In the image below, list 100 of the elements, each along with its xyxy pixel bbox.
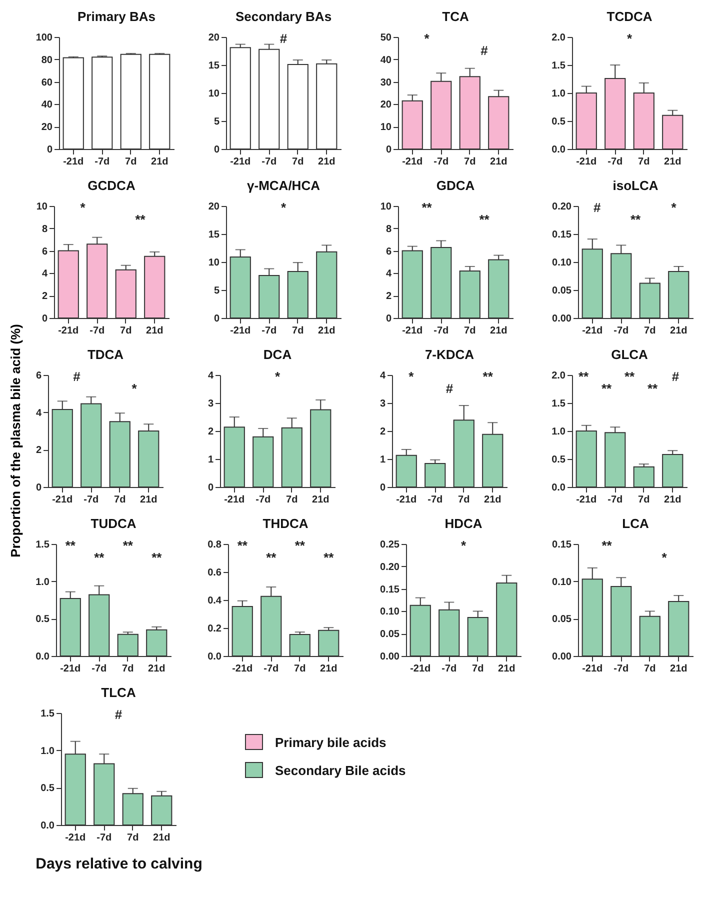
chart-title: GDCA: [436, 178, 476, 193]
x-tick-label: 7d: [472, 664, 484, 674]
y-tick-label: 2.0: [552, 32, 566, 44]
x-tick-label: -21d: [582, 664, 603, 674]
x-tick-label: 7d: [464, 326, 476, 336]
x-tick-label: -7d: [264, 664, 279, 674]
x-tick-label: -7d: [614, 664, 629, 674]
y-tick-label: 100: [36, 32, 53, 44]
annotation: **: [601, 381, 612, 396]
x-tick-label: -7d: [96, 832, 112, 844]
y-tick-label: 1: [208, 454, 214, 466]
y-tick-label: 1.0: [552, 88, 566, 100]
x-tick-label: 21d: [320, 664, 338, 674]
chart-title: TDCA: [87, 347, 124, 362]
x-tick-label: -7d: [608, 494, 623, 506]
chart-title: GLCA: [611, 347, 649, 362]
x-tick-label: 21d: [153, 832, 170, 844]
y-tick-label: 3: [208, 398, 214, 410]
x-tick-label: 21d: [148, 664, 166, 674]
x-tick-label: 7d: [638, 494, 650, 506]
y-tick-label: 20: [380, 100, 392, 111]
y-tick-label: 2: [208, 426, 214, 438]
y-tick-label: 20: [208, 202, 220, 212]
x-tick-label: 7d: [286, 494, 298, 506]
y-tick-label: 0: [386, 314, 392, 324]
y-tick-label: 0.0: [552, 144, 566, 156]
y-tick-label: 0: [42, 314, 48, 324]
y-tick-label: 6: [42, 246, 48, 258]
x-tick-label: -21d: [230, 326, 251, 336]
y-tick-label: 0.05: [552, 614, 572, 626]
x-tick-label: 7d: [114, 494, 126, 506]
x-tick-label: -21d: [396, 494, 417, 506]
annotation: *: [80, 200, 86, 215]
y-tick-label: 0.5: [36, 614, 50, 626]
chart-title: 7-KDCA: [424, 347, 475, 362]
x-tick-label: 21d: [664, 494, 682, 506]
y-tick-label: 0.2: [208, 624, 222, 634]
y-tick-label: 0.25: [380, 540, 400, 550]
annotation: **: [135, 212, 146, 227]
y-tick-label: 0: [386, 144, 392, 156]
annotation: **: [94, 550, 106, 565]
x-tick-label: -21d: [576, 494, 597, 506]
x-tick-label: -7d: [428, 494, 443, 506]
x-tick-label: 7d: [294, 664, 306, 674]
x-tick-label: -21d: [402, 156, 423, 168]
annotation: #: [672, 369, 680, 384]
y-tick-label: 30: [380, 77, 392, 88]
y-tick-label: 10: [208, 258, 220, 268]
y-tick-label: 1.5: [36, 540, 50, 550]
chart-title: LCA: [622, 516, 650, 531]
x-tick-label: -21d: [230, 156, 251, 168]
x-tick-label: 7d: [127, 832, 139, 844]
y-tick-label: 2: [36, 445, 42, 456]
x-tick-label: 21d: [498, 664, 516, 674]
y-tick-label: 3: [380, 398, 386, 410]
y-tick-label: 10: [208, 88, 220, 100]
y-tick-label: 10: [36, 202, 48, 212]
annotation: **: [152, 550, 163, 565]
y-tick-label: 0: [208, 482, 214, 494]
legend-label: Secondary Bile acids: [275, 762, 406, 778]
x-axis-title: Days relative to calving: [36, 856, 202, 872]
y-tick-label: 8: [386, 224, 392, 235]
chart-title: TUDCA: [90, 516, 137, 531]
annotation: **: [479, 212, 490, 227]
x-tick-label: 7d: [458, 494, 470, 506]
x-tick-label: -21d: [52, 494, 73, 506]
annotation: **: [647, 381, 658, 396]
x-tick-label: -21d: [60, 664, 81, 674]
x-tick-label: 21d: [490, 326, 508, 336]
y-tick-label: 0.5: [552, 454, 566, 466]
x-tick-label: -7d: [434, 326, 449, 336]
annotation: **: [122, 538, 134, 553]
x-tick-label: 21d: [140, 494, 158, 506]
text: Primary bile acids: [275, 734, 386, 750]
y-tick-label: 2: [380, 426, 386, 438]
x-tick-label: 7d: [120, 326, 132, 336]
x-tick-label: 21d: [318, 156, 336, 168]
y-tick-label: 0.5: [552, 116, 566, 128]
chart-title: TLCA: [101, 685, 136, 700]
chart-title: HDCA: [444, 516, 483, 531]
y-tick-label: 2: [42, 291, 48, 302]
y-tick-label: 0.0: [552, 482, 566, 494]
x-tick-label: 7d: [644, 326, 656, 336]
chart-title: THDCA: [262, 516, 309, 531]
y-tick-label: 0.05: [380, 629, 400, 640]
x-tick-label: -7d: [84, 494, 99, 506]
annotation: #: [480, 43, 489, 58]
annotation: *: [626, 31, 633, 46]
y-tick-label: 0.6: [208, 568, 222, 578]
y-tick-label: 8: [42, 224, 48, 235]
y-tick-label: 10: [380, 202, 392, 212]
x-tick-label: -7d: [94, 156, 110, 168]
y-axis-title: Proportion of the plasma bile acid (%): [8, 324, 23, 558]
y-tick-label: 0.10: [380, 606, 400, 618]
y-tick-label: 0.15: [552, 230, 572, 240]
y-tick-label: 40: [41, 100, 53, 111]
x-tick-label: 21d: [664, 156, 682, 168]
x-tick-label: -21d: [224, 494, 245, 506]
y-tick-label: 0.15: [380, 584, 400, 596]
y-tick-label: 0: [36, 482, 42, 494]
